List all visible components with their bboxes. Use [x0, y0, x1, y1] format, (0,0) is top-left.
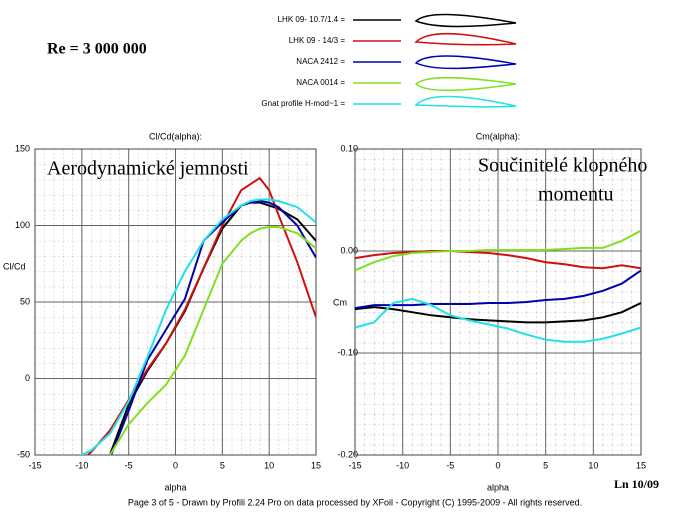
chart-title: Cl/Cd(alpha):	[149, 131, 202, 141]
x-tick-label: -15	[28, 460, 41, 470]
x-tick-label: 5	[543, 460, 548, 470]
y-tick-label: 0	[25, 373, 30, 383]
legend-label: NACA 2412 =	[296, 57, 345, 66]
y-tick-label: 150	[15, 143, 30, 153]
series-line	[110, 199, 316, 455]
series-line	[355, 297, 641, 343]
y-tick-label: -0.10	[337, 347, 358, 357]
x-axis-label: alpha	[164, 482, 186, 492]
x-tick-label: 15	[636, 460, 646, 470]
re-label: Re = 3 000 000	[47, 41, 147, 58]
legend-airfoil	[414, 76, 517, 92]
y-tick-label: 0.10	[340, 143, 358, 153]
series-line	[355, 229, 641, 272]
x-tick-label: -10	[396, 460, 409, 470]
x-tick-label: 5	[220, 460, 225, 470]
legend-airfoil	[414, 13, 517, 28]
legend-label: NACA 0014 =	[296, 78, 345, 87]
plot-frame	[34, 148, 317, 456]
annotation: Aerodynamické jemnosti	[47, 158, 249, 180]
y-tick-label: 100	[15, 220, 30, 230]
x-tick-label: -10	[75, 460, 88, 470]
series-line	[86, 176, 316, 455]
series-line	[355, 302, 641, 324]
series-line	[355, 250, 641, 270]
x-tick-label: -5	[125, 460, 133, 470]
series-group	[355, 229, 641, 343]
legend-label: LHK 09 - 14/3 =	[289, 36, 346, 45]
y-tick-label: 50	[20, 296, 30, 306]
series-line	[79, 198, 316, 455]
legend-label: Gnat profile H-mod~1 =	[261, 99, 345, 108]
y-axis-label: Cm	[333, 297, 347, 307]
legend-label: LHK 09- 10.7/1.4 =	[278, 15, 346, 24]
legend-airfoil	[414, 32, 517, 46]
x-tick-label: -5	[446, 460, 454, 470]
y-tick-label: 0.00	[340, 245, 358, 255]
x-tick-label: -15	[348, 460, 361, 470]
legend-airfoil	[414, 95, 517, 108]
chart-title: Cm(alpha):	[476, 131, 521, 141]
y-axis-label: Cl/Cd	[3, 261, 26, 271]
x-tick-label: 15	[311, 460, 321, 470]
series-line	[355, 269, 641, 310]
legend-airfoil	[414, 55, 517, 70]
annotation: momentu	[538, 184, 614, 206]
x-axis-label: alpha	[487, 482, 509, 492]
y-tick-label: -0.20	[337, 449, 358, 459]
footer: Page 3 of 5 - Drawn by Profili 2.24 Pro …	[128, 497, 582, 507]
annotation: Součinitelé klopného	[478, 155, 647, 177]
x-tick-label: 10	[588, 460, 598, 470]
x-tick-label: 0	[495, 460, 500, 470]
series-line	[108, 226, 316, 455]
series-group	[79, 176, 316, 455]
y-tick-label: -50	[17, 449, 30, 459]
signature: Ln 10/09	[614, 477, 659, 491]
plot-frame	[354, 148, 642, 456]
x-tick-label: 0	[173, 460, 178, 470]
x-tick-label: 10	[264, 460, 274, 470]
